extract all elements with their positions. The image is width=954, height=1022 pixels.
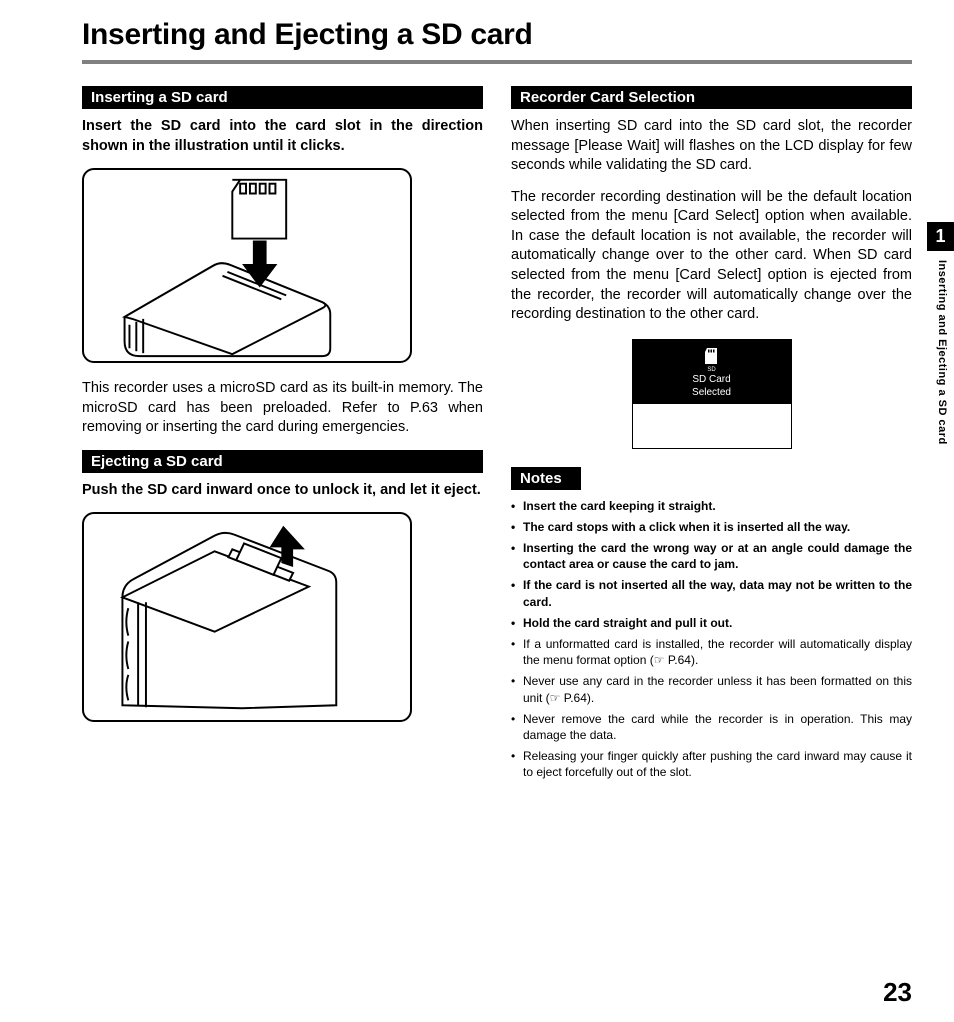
side-running-head: Inserting and Ejecting a SD card: [936, 260, 948, 445]
note-item: Insert the card keeping it straight.: [511, 498, 912, 514]
notes-list: Insert the card keeping it straight. The …: [511, 498, 912, 781]
right-column: Recorder Card Selection When inserting S…: [511, 86, 912, 785]
note-item: Releasing your finger quickly after push…: [511, 748, 912, 780]
lcd-line1: SD Card: [633, 374, 791, 387]
illustration-eject: [82, 512, 412, 722]
note-item: Never remove the card while the recorder…: [511, 711, 912, 743]
card-selection-p1: When inserting SD card into the SD card …: [511, 117, 912, 176]
note-item: If a unformatted card is installed, the …: [511, 636, 912, 668]
page-number: 23: [883, 977, 912, 1008]
sd-icon-label: SD: [633, 367, 791, 375]
heading-notes: Notes: [511, 467, 581, 490]
heading-card-selection: Recorder Card Selection: [511, 86, 912, 109]
lcd-line2: Selected: [633, 387, 791, 400]
chapter-tab: 1: [927, 222, 954, 251]
note-item: If the card is not inserted all the way,…: [511, 577, 912, 609]
insert-sd-drawing: [84, 170, 410, 361]
insert-body-text: This recorder uses a microSD card as its…: [82, 379, 483, 438]
note-item: Inserting the card the wrong way or at a…: [511, 540, 912, 572]
two-column-layout: Inserting a SD card Insert the SD card i…: [82, 86, 912, 785]
heading-inserting: Inserting a SD card: [82, 86, 483, 109]
manual-page: Inserting and Ejecting a SD card Inserti…: [0, 0, 954, 1022]
eject-instruction: Push the SD card inward once to unlock i…: [82, 481, 483, 501]
eject-sd-drawing: [84, 514, 410, 720]
note-item: Hold the card straight and pull it out.: [511, 615, 912, 631]
page-title: Inserting and Ejecting a SD card: [82, 18, 912, 52]
left-column: Inserting a SD card Insert the SD card i…: [82, 86, 483, 785]
note-item: The card stops with a click when it is i…: [511, 519, 912, 535]
note-item: Never use any card in the recorder unles…: [511, 673, 912, 705]
card-selection-p2: The recorder recording destination will …: [511, 188, 912, 325]
insert-instruction: Insert the SD card into the card slot in…: [82, 117, 483, 156]
illustration-insert: [82, 168, 412, 363]
lcd-message: SD SD Card Selected: [633, 340, 791, 404]
heading-ejecting: Ejecting a SD card: [82, 450, 483, 473]
lcd-screenshot: SD SD Card Selected: [632, 339, 792, 449]
sd-icon: [705, 348, 719, 364]
title-rule: [82, 60, 912, 64]
